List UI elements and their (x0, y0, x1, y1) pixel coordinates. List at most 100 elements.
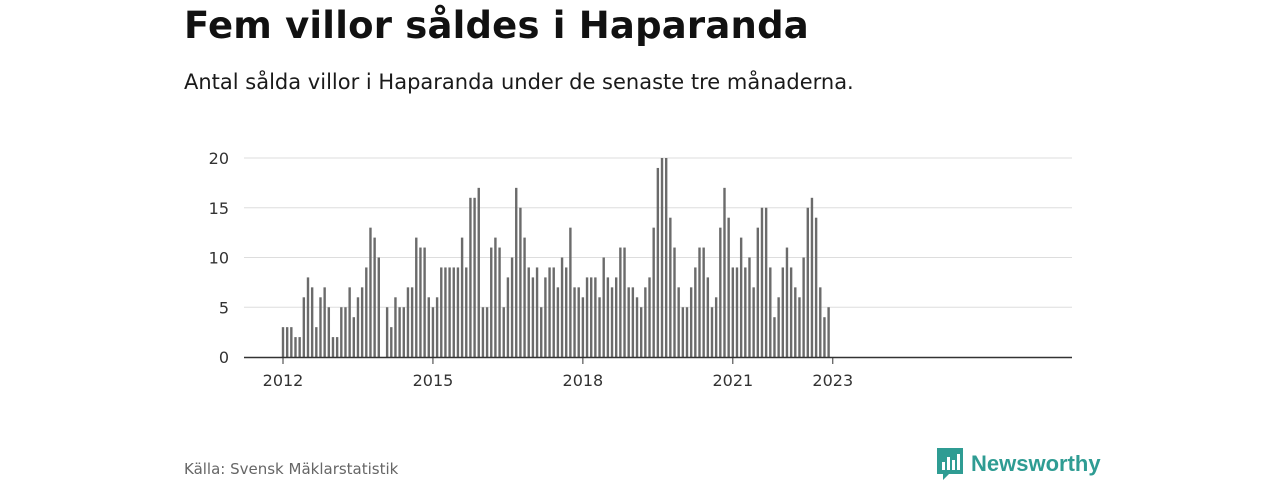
bar (344, 307, 347, 357)
bar (385, 307, 389, 357)
bar (623, 247, 626, 357)
bar (377, 257, 380, 357)
bar (406, 287, 410, 357)
bar (773, 317, 776, 357)
bar (781, 267, 784, 357)
bar (565, 267, 568, 357)
bar (735, 267, 739, 357)
bar (548, 267, 551, 357)
bar (798, 297, 801, 357)
bar (323, 287, 326, 357)
chart-title: Fem villor såldes i Haparanda (184, 4, 809, 47)
bar (719, 227, 722, 357)
bar (490, 247, 493, 357)
bar (556, 287, 560, 357)
bar (814, 217, 818, 357)
y-tick-label: 10 (209, 249, 229, 268)
bar-chart-logo-icon (937, 448, 963, 480)
bar (335, 337, 339, 357)
bar (340, 307, 343, 357)
bar (673, 247, 676, 357)
bar-chart: 0 5 10 15 20 5 2012 2015 2018 2021 2023 (209, 0, 1072, 390)
bar (610, 287, 614, 357)
bars (281, 158, 830, 357)
bar (710, 307, 714, 357)
bar (540, 307, 543, 357)
bar (523, 237, 526, 357)
bar (752, 287, 755, 357)
bar (373, 237, 376, 357)
bar (402, 307, 405, 357)
bar (327, 307, 331, 357)
y-tick-label: 5 (219, 298, 229, 317)
bar (290, 327, 293, 357)
bar (652, 227, 655, 357)
x-tick-label: 2012 (263, 371, 304, 390)
bar (585, 277, 589, 357)
bar (285, 327, 289, 357)
bar (598, 297, 601, 357)
bar (444, 267, 447, 357)
bar (739, 237, 743, 357)
bar (823, 317, 826, 357)
bar (494, 237, 497, 357)
bar (635, 297, 639, 357)
bar (594, 277, 597, 357)
bar (456, 267, 460, 357)
chart-subtitle: Antal sålda villor i Haparanda under de … (184, 70, 854, 94)
bar (669, 217, 672, 357)
x-tick-label: 2018 (563, 371, 604, 390)
bar (394, 297, 397, 357)
x-tick-label: 2015 (413, 371, 454, 390)
y-tick-label: 20 (209, 149, 229, 168)
bar (748, 257, 751, 357)
bar (469, 197, 472, 357)
bar (656, 167, 660, 357)
bar (581, 297, 585, 357)
bar (440, 267, 443, 357)
bar (660, 158, 664, 357)
bar (760, 207, 764, 357)
bar (360, 287, 364, 357)
bar (731, 267, 735, 357)
bar (627, 287, 630, 357)
bar (369, 227, 372, 357)
bar (398, 307, 401, 357)
bar (435, 297, 439, 357)
bar (727, 217, 730, 357)
bar (785, 247, 789, 357)
bar (714, 297, 718, 357)
bar (769, 267, 772, 357)
bar (473, 197, 476, 357)
bar (802, 257, 805, 357)
y-tick-label: 15 (209, 199, 229, 218)
bar (764, 207, 768, 357)
bar (427, 297, 430, 357)
bar (664, 158, 668, 357)
bar (315, 327, 318, 357)
bar (644, 287, 647, 357)
axes: 0 5 10 15 20 5 2012 2015 2018 2021 2023 (209, 0, 1072, 390)
bar (756, 227, 760, 357)
bar (639, 307, 643, 357)
bar (477, 187, 480, 357)
bar (698, 247, 701, 357)
bar (602, 257, 605, 357)
bar (527, 267, 530, 357)
bar (298, 337, 301, 357)
brand-name: Newsworthy (971, 451, 1101, 476)
bar (827, 307, 830, 357)
bar (560, 257, 564, 357)
bar (419, 247, 422, 357)
bar (648, 277, 651, 357)
bar (502, 307, 505, 357)
bar (506, 277, 510, 357)
bar (460, 237, 464, 357)
y-tick-label: 0 (219, 348, 229, 367)
bar (744, 267, 747, 357)
x-tick-label: 2023 (812, 371, 853, 390)
bar (356, 297, 360, 357)
bar (806, 207, 809, 357)
source-note: Källa: Svensk Mäklarstatistik (184, 460, 399, 478)
bar (410, 287, 414, 357)
